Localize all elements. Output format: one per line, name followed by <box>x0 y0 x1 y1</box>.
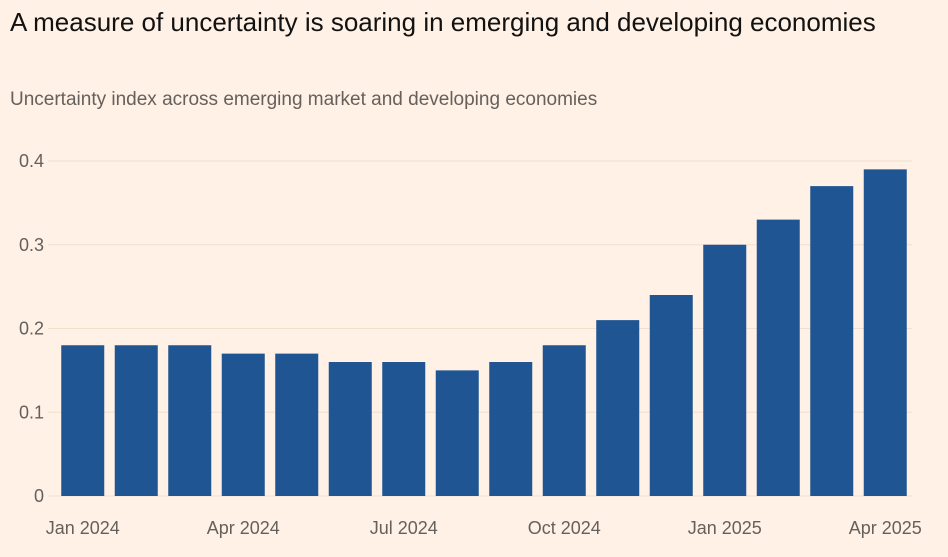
y-tick-label: 0.2 <box>19 319 44 339</box>
y-tick-label: 0.4 <box>19 151 44 171</box>
chart-title: A measure of uncertainty is soaring in e… <box>10 7 876 37</box>
x-tick-label: Jan 2025 <box>688 518 762 538</box>
x-tick-label: Oct 2024 <box>528 518 601 538</box>
bar-jun-2024 <box>328 362 372 496</box>
y-tick-label: 0.1 <box>19 402 44 422</box>
bar-may-2024 <box>275 353 319 496</box>
bar-aug-2024 <box>435 370 479 496</box>
y-tick-label: 0.3 <box>19 235 44 255</box>
x-tick-label: Jul 2024 <box>370 518 438 538</box>
x-tick-label: Jan 2024 <box>46 518 120 538</box>
bar-apr-2025 <box>863 169 907 496</box>
x-axis-ticks: Jan 2024 Apr 2024 Jul 2024 Oct 2024 Jan 2025… <box>46 518 922 538</box>
bar-oct-2024 <box>542 345 586 496</box>
bar-dec-2024 <box>649 295 693 496</box>
y-tick-label: 0 <box>34 486 44 506</box>
bar-mar-2025 <box>810 186 854 496</box>
bar-feb-2025 <box>756 219 800 496</box>
bar-sep-2024 <box>489 362 533 496</box>
bar-feb-2024 <box>114 345 158 496</box>
bar-apr-2024 <box>221 353 265 496</box>
bars <box>61 169 907 496</box>
x-tick-label: Apr 2024 <box>207 518 280 538</box>
bar-jan-2024 <box>61 345 105 496</box>
bar-nov-2024 <box>596 320 640 496</box>
bar-jul-2024 <box>382 362 426 496</box>
x-tick-label: Apr 2025 <box>849 518 922 538</box>
chart-subtitle: Uncertainty index across emerging market… <box>10 89 598 110</box>
y-axis-ticks: 0 0.1 0.2 0.3 0.4 <box>19 151 44 506</box>
bar-jan-2025 <box>703 244 747 496</box>
bar-mar-2024 <box>168 345 212 496</box>
